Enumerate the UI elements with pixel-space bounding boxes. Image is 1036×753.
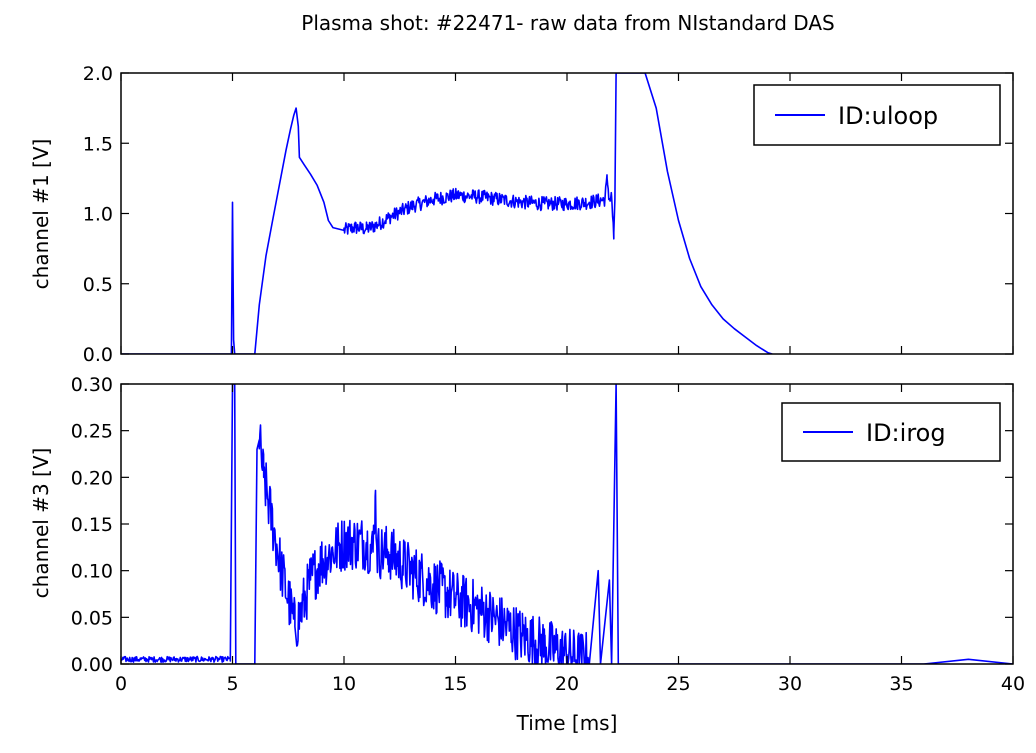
irog-xtick-label: 15 xyxy=(443,673,467,695)
irog-xtick-label: 5 xyxy=(226,673,238,695)
uloop-plot-area: 0.0 0.5 1.0 1.5 2.0 xyxy=(83,63,1014,366)
irog-xtick-label: 10 xyxy=(332,673,356,695)
uloop-series-line xyxy=(121,73,773,354)
irog-y-axis-label: channel #3 [V] xyxy=(29,448,53,599)
uloop-ytick-label: 0.5 xyxy=(83,274,113,296)
irog-x-axis-label: Time [ms] xyxy=(516,711,618,735)
irog-ytick-label: 0.00 xyxy=(71,654,113,676)
uloop-panel: 0.0 0.5 1.0 1.5 2.0 channel #1 [V] ID:uloop xyxy=(29,63,1014,366)
irog-panel: 0.00 0.05 0.10 0.15 0.20 0.25 0.30 0 5 10 15 20 25 30… xyxy=(29,374,1025,735)
irog-xtick-label: 40 xyxy=(1001,673,1025,695)
irog-legend: ID:irog xyxy=(781,402,1001,462)
irog-xtick-label: 0 xyxy=(115,673,127,695)
irog-ytick-label: 0.10 xyxy=(71,561,113,583)
irog-ytick-label: 0.25 xyxy=(71,421,113,443)
irog-ytick-label: 0.20 xyxy=(71,467,113,489)
figure-title: Plasma shot: #22471- raw data from NIsta… xyxy=(301,11,834,35)
irog-legend-label: ID:irog xyxy=(866,419,946,447)
irog-xtick-label: 20 xyxy=(555,673,579,695)
uloop-ytick-label: 0.0 xyxy=(83,344,113,366)
irog-xtick-label: 25 xyxy=(666,673,690,695)
uloop-ytick-label: 1.5 xyxy=(83,133,113,155)
uloop-ytick-label: 1.0 xyxy=(83,204,113,226)
uloop-legend-label: ID:uloop xyxy=(838,102,938,130)
uloop-legend: ID:uloop xyxy=(753,84,1001,146)
uloop-y-axis-label: channel #1 [V] xyxy=(29,139,53,290)
irog-series-line xyxy=(121,384,1013,664)
irog-ytick-label: 0.30 xyxy=(71,374,113,396)
irog-xtick-label: 35 xyxy=(889,673,913,695)
irog-plot-area: 0.00 0.05 0.10 0.15 0.20 0.25 0.30 0 5 10 15 20 25 30… xyxy=(71,374,1025,695)
irog-xtick-label: 30 xyxy=(778,673,802,695)
uloop-ytick-label: 2.0 xyxy=(83,63,113,85)
irog-ytick-label: 0.05 xyxy=(71,607,113,629)
irog-ytick-label: 0.15 xyxy=(71,514,113,536)
